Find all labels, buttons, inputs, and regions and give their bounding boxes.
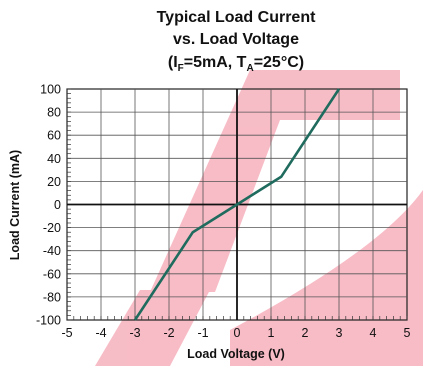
series-line	[133, 88, 341, 321]
y-tick-label: -80	[43, 290, 61, 304]
watermark-logo	[95, 70, 423, 366]
y-tick-label: -40	[43, 244, 61, 258]
y-tick-label: 40	[47, 152, 61, 166]
y-tick-label: 60	[47, 129, 61, 143]
condition-close: =25°C)	[254, 54, 304, 71]
condition-sub-f: F	[178, 63, 184, 74]
y-tick-label: 20	[47, 175, 61, 189]
x-tick-label: -2	[163, 326, 174, 340]
x-tick-label: 2	[302, 326, 309, 340]
y-tick-label: -20	[43, 221, 61, 235]
x-tick-label: 1	[268, 326, 275, 340]
condition-mid: =5mA, T	[184, 54, 247, 71]
condition-open: (I	[168, 54, 178, 71]
series-group	[133, 88, 341, 321]
x-tick-label: -4	[95, 326, 106, 340]
chart-title-line-1: Typical Load Current	[157, 9, 317, 26]
y-axis-label: Load Current (mA)	[8, 150, 22, 260]
condition-sub-a: A	[246, 63, 253, 74]
chart-title-line-2: vs. Load Voltage	[173, 31, 299, 48]
x-tick-label: 3	[336, 326, 343, 340]
x-tick-label: -1	[197, 326, 208, 340]
x-tick-label: 0	[234, 326, 241, 340]
y-tick-label: 100	[40, 83, 61, 97]
x-tick-label: 4	[370, 326, 377, 340]
y-tick-label: -100	[36, 314, 61, 328]
tick-labels: -5 -4 -3 -2 -1 0 1 2 3 4 5 100 80 60 40 20 0 -20 -40 -60 -80…	[36, 83, 411, 341]
y-tick-label: -60	[43, 267, 61, 281]
x-tick-label: 5	[404, 326, 411, 340]
x-tick-label: -3	[129, 326, 140, 340]
x-axis-label: Load Voltage (V)	[187, 347, 285, 361]
x-tick-label: -5	[61, 326, 72, 340]
y-tick-label: 0	[54, 198, 61, 212]
y-tick-label: 80	[47, 106, 61, 120]
chart-title-condition: (IF=5mA, TA=25°C)	[168, 54, 304, 74]
